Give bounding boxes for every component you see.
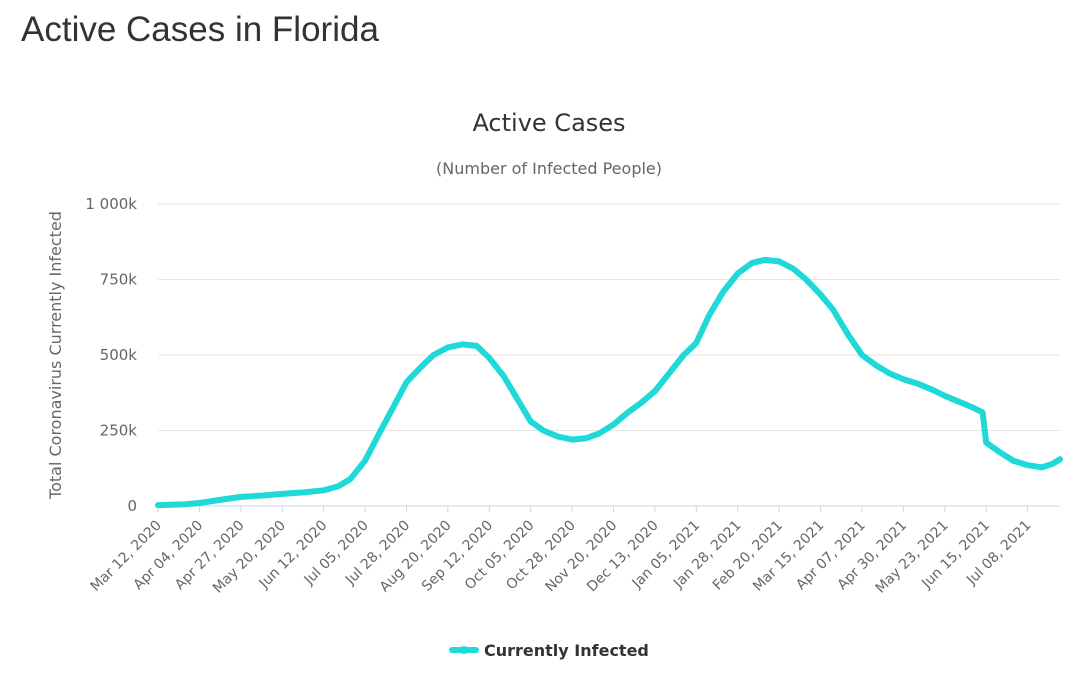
x-tick-label: Dec 13, 2020: [584, 518, 662, 596]
y-tick-label: 250k: [100, 422, 138, 440]
series-layer: [155, 256, 1063, 509]
chart-subtitle: (Number of Infected People): [436, 159, 662, 178]
grid-lines: [158, 203, 1060, 507]
y-axis-label: Total Coronavirus Currently Infected: [46, 211, 65, 500]
legend-label-currently-infected[interactable]: Currently Infected: [484, 641, 649, 660]
x-tick-label: May 20, 2020: [210, 518, 289, 597]
x-tick-label: Mar 12, 2020: [88, 518, 165, 595]
y-tick-label: 500k: [100, 346, 138, 364]
x-tick-label: May 23, 2021: [873, 518, 952, 597]
y-tick-label: 750k: [100, 271, 138, 289]
y-axis-ticks: 0 250k 500k 750k 1 000k: [85, 195, 137, 515]
y-tick-label: 1 000k: [85, 195, 137, 213]
x-tick-label: Nov 20, 2020: [542, 518, 620, 596]
page-title: Active Cases in Florida: [21, 10, 379, 49]
legend-swatch-marker: [460, 646, 468, 654]
chart-title: Active Cases: [472, 109, 625, 137]
series-line-currently-infected[interactable]: [155, 256, 1063, 509]
legend[interactable]: Currently Infected: [449, 641, 649, 660]
x-tick-label: Aug 20, 2020: [377, 518, 455, 596]
y-tick-label: 0: [127, 497, 137, 515]
